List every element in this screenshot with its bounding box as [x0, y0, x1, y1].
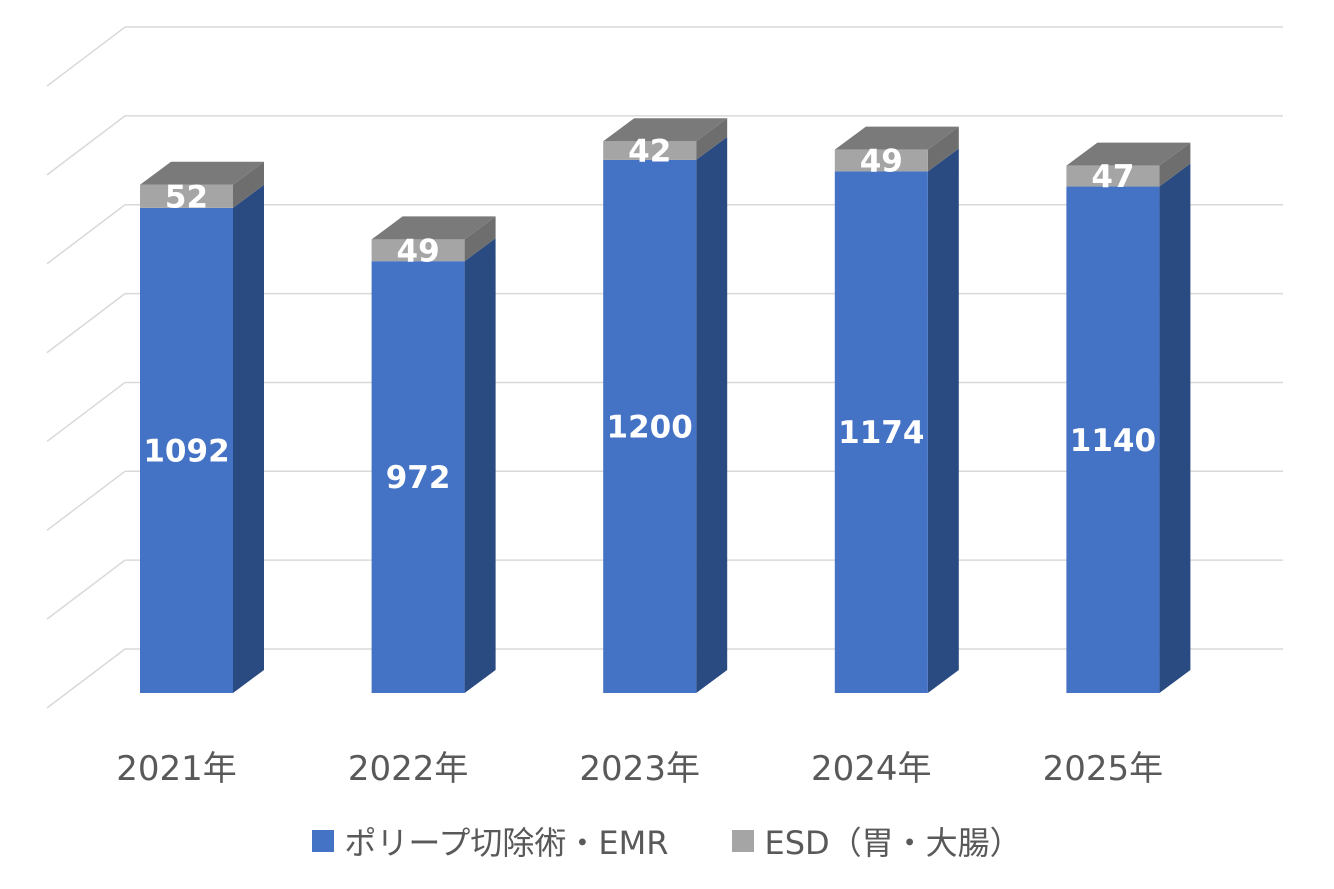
bar-segment	[834, 149, 928, 172]
data-label: 49	[397, 233, 440, 269]
gridline-side	[46, 26, 126, 87]
legend-item-emr: ポリープ切除術・EMR	[312, 818, 668, 864]
bar-segment	[834, 171, 928, 693]
bar-segment	[140, 184, 233, 208]
bar-side	[1159, 163, 1191, 693]
bar-side	[1159, 142, 1191, 187]
gridline-side	[46, 204, 126, 265]
data-label: 47	[1091, 159, 1134, 195]
bar-top	[603, 118, 728, 142]
gridline-side	[46, 648, 126, 709]
data-label: 1092	[143, 433, 229, 469]
data-label: 42	[628, 134, 671, 170]
bar-top	[371, 216, 496, 240]
bar-side	[233, 161, 264, 208]
bar-side	[464, 216, 496, 262]
data-label: 972	[386, 460, 451, 496]
category-label: 2021年	[116, 749, 237, 789]
category-label: 2023年	[579, 749, 700, 789]
gridline-side	[46, 381, 126, 443]
data-label: 52	[165, 179, 208, 215]
category-label: 2022年	[348, 749, 469, 789]
data-label: 1200	[607, 409, 693, 445]
bar-side	[464, 238, 496, 693]
legend-label-esd: ESD（胃・大腸）	[764, 824, 1022, 862]
gridline-side	[46, 559, 126, 620]
bar-side	[696, 118, 728, 160]
bar-segment	[371, 239, 465, 262]
bar-segment	[603, 141, 697, 160]
bar-top	[834, 126, 959, 150]
bar-top	[1066, 142, 1191, 166]
data-label: 1174	[838, 415, 924, 451]
bar-segment	[371, 261, 465, 693]
legend-item-esd: ESD（胃・大腸）	[732, 818, 1022, 864]
bar-side	[696, 136, 728, 693]
legend: ポリープ切除術・EMR ESD（胃・大腸）	[0, 818, 1334, 864]
category-axis-labels: 2021年 2022年 2023年 2024年 2025年	[116, 749, 1163, 789]
data-label: 49	[860, 144, 903, 180]
bar-segment	[140, 207, 233, 693]
bar-top	[140, 161, 264, 185]
gridline-side	[46, 115, 126, 176]
gridline-side	[46, 470, 126, 531]
legend-label-emr: ポリープ切除術・EMR	[344, 824, 669, 862]
legend-swatch-esd	[732, 830, 755, 852]
bar-side	[927, 126, 959, 172]
bar-segment	[603, 159, 697, 693]
data-label: 1140	[1070, 423, 1156, 459]
legend-swatch-emr	[312, 830, 335, 852]
data-labels: 1092 52 972 49 1200 42 1174 49 1140 47	[143, 134, 1156, 497]
bar-side	[927, 148, 959, 693]
category-label: 2025年	[1043, 749, 1164, 789]
bar-segment	[1066, 165, 1160, 187]
bar-segment	[1066, 186, 1160, 693]
bar-side	[233, 184, 264, 693]
bars	[140, 118, 1191, 693]
category-label: 2024年	[811, 749, 932, 789]
gridline-side	[46, 293, 126, 354]
